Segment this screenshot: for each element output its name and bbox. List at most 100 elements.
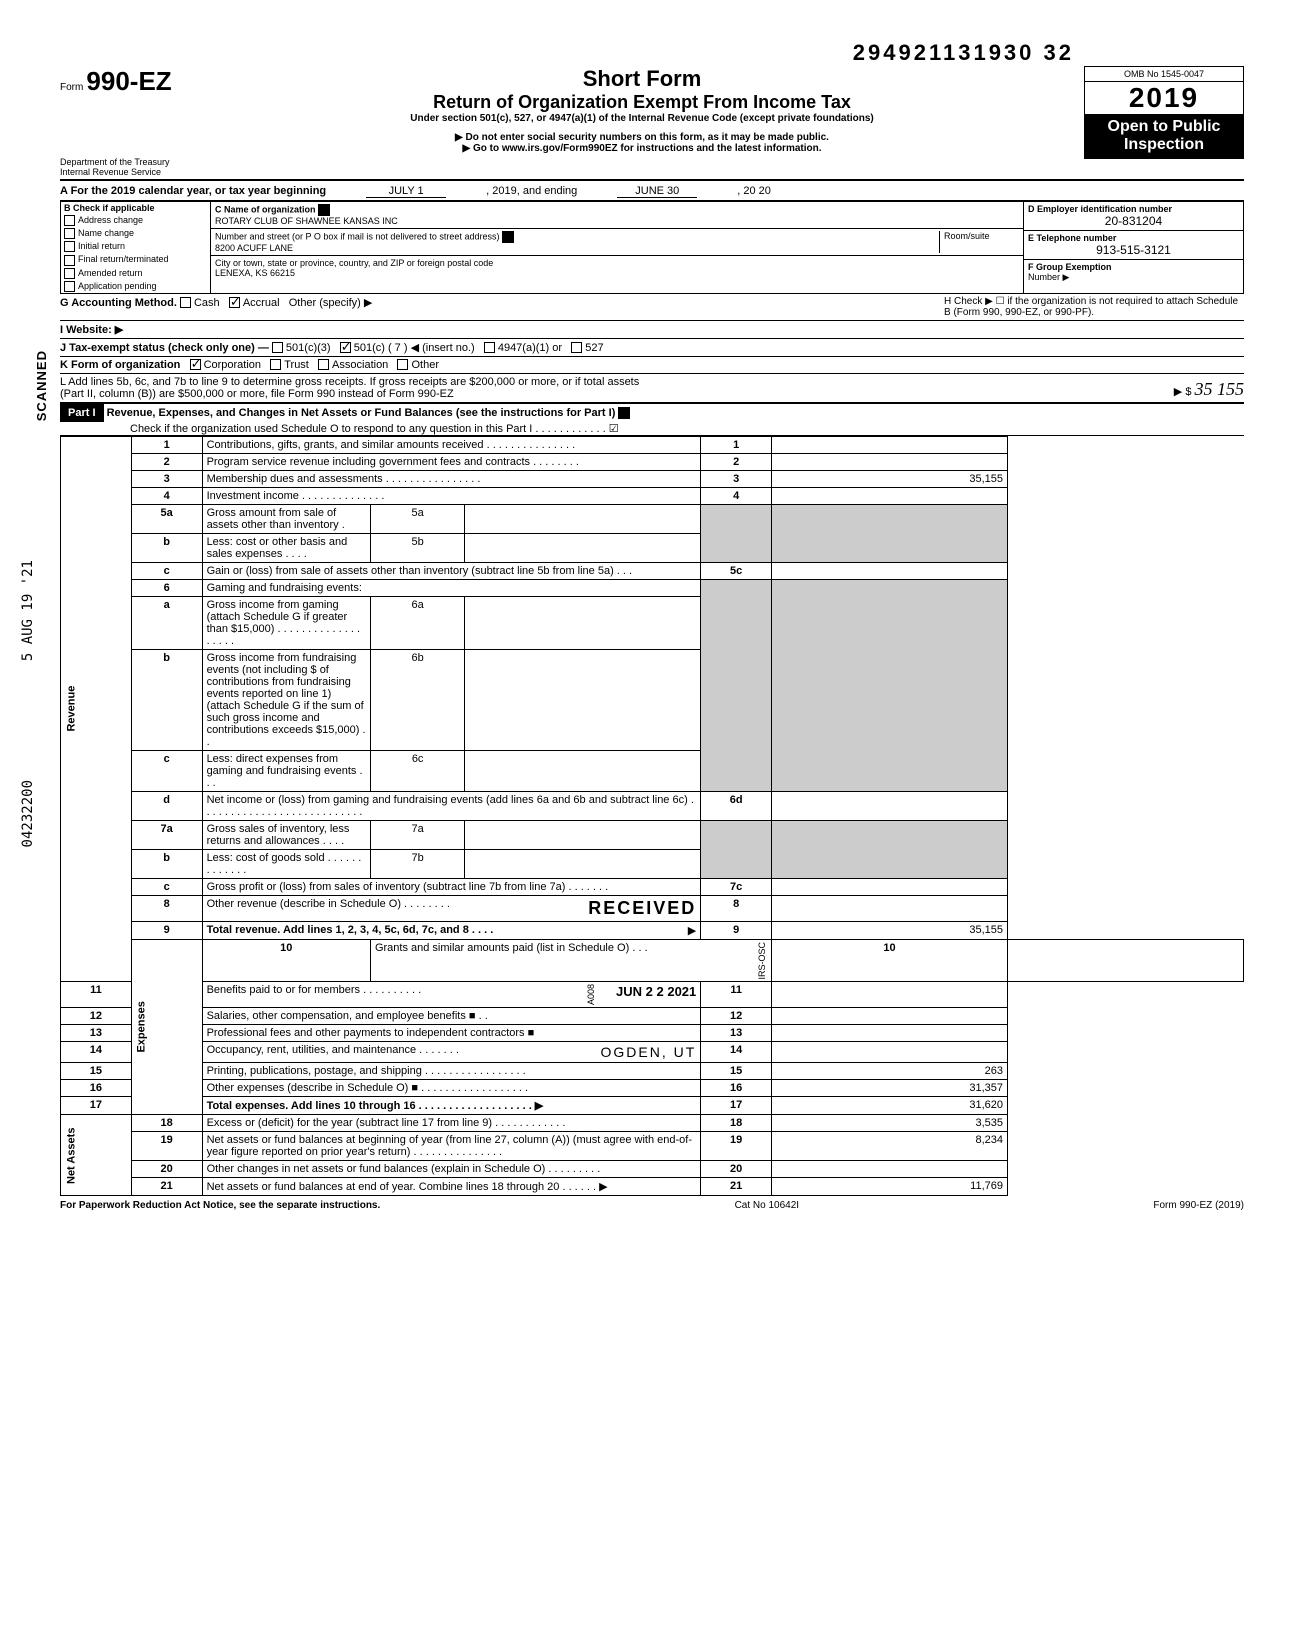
city-value: LENEXA, KS 66215 [215,268,295,278]
check-label-0: Address change [78,215,143,225]
cash-label: Cash [194,297,220,309]
street-address: 8200 ACUFF LANE [215,243,293,253]
l9-n: 9 [131,921,202,939]
l18-n: 18 [131,1115,202,1132]
l5a-d: Gross amount from sale of assets other t… [202,504,370,533]
part1-table: Revenue 1 Contributions, gifts, grants, … [60,436,1244,1197]
part1-header-row: Part I Revenue, Expenses, and Changes in… [60,404,1244,436]
ein-value: 20-831204 [1028,214,1239,228]
l7b-m: 7b [370,849,464,878]
check-cash[interactable] [180,297,191,308]
l11-v [772,982,1008,1008]
redact-box-3 [618,407,630,419]
dept-irs: Internal Revenue Service [60,167,200,177]
l11-d: Benefits paid to or for members . . . . … [207,984,422,996]
check-4947[interactable] [484,342,495,353]
l2-d: Program service revenue including govern… [202,453,701,470]
j-opt3: 4947(a)(1) or [498,342,562,354]
l6b-m: 6b [370,649,464,750]
g-label: G Accounting Method. [60,297,177,309]
l7c-n: c [131,878,202,895]
check-label-4: Amended return [78,268,143,278]
l14-d: Occupancy, rent, utilities, and maintena… [207,1044,459,1056]
l5a-n: 5a [131,504,202,533]
l3-v: 35,155 [772,470,1008,487]
line-a-mid: , 2019, and ending [486,185,577,198]
k-opt3: Association [332,359,388,371]
tax-year-end: JUNE 30 [617,185,697,198]
check-other-org[interactable] [397,359,408,370]
line-a: A For the 2019 calendar year, or tax yea… [60,183,1244,201]
l14-n: 14 [61,1042,132,1063]
l16-v: 31,357 [772,1080,1008,1097]
l1-v [772,436,1008,453]
check-initial-return[interactable] [64,241,75,252]
check-501c3[interactable] [272,342,283,353]
e-label: E Telephone number [1028,233,1116,243]
line-a-text: A For the 2019 calendar year, or tax yea… [60,185,326,198]
l12-l: 12 [701,1008,772,1025]
l21-v: 11,769 [772,1178,1008,1196]
check-527[interactable] [571,342,582,353]
side-stamp-num: 04232200 [20,780,36,847]
check-corporation[interactable] [190,359,201,370]
short-form-title: Short Form [200,66,1084,92]
l6-n: 6 [131,579,202,596]
l7b-n: b [131,849,202,878]
l-text2: (Part II, column (B)) are $500,000 or mo… [60,388,1064,400]
line-a-suffix: , 20 20 [737,185,771,198]
part1-checked: ☑ [609,423,619,435]
check-final-return[interactable] [64,255,75,266]
i-label: I Website: ▶ [60,324,123,336]
line-i-row: I Website: ▶ [60,321,1244,339]
l20-n: 20 [131,1161,202,1178]
l17-n: 17 [61,1097,132,1115]
l7a-n: 7a [131,820,202,849]
d-label: D Employer identification number [1028,204,1172,214]
l6d-d: Net income or (loss) from gaming and fun… [202,791,701,820]
line-j-row: J Tax-exempt status (check only one) — 5… [60,339,1244,357]
dept-treasury: Department of the Treasury [60,157,200,167]
l5c-d: Gain or (loss) from sale of assets other… [202,562,701,579]
k-opt2: Trust [284,359,309,371]
l5b-n: b [131,533,202,562]
check-amended[interactable] [64,268,75,279]
check-trust[interactable] [270,359,281,370]
l7c-v [772,878,1008,895]
l2-n: 2 [131,453,202,470]
l4-n: 4 [131,487,202,504]
check-association[interactable] [318,359,329,370]
vlabel-expenses: Expenses [131,939,202,1115]
c-label: C Name of organization [215,204,316,214]
f-label: F Group Exemption [1028,262,1112,272]
side-scanned: SCANNED [34,350,49,421]
l13-v [772,1025,1008,1042]
j-opt2: 501(c) ( 7 ) ◀ (insert no.) [354,342,475,354]
check-name-change[interactable] [64,228,75,239]
l20-d: Other changes in net assets or fund bala… [202,1161,701,1178]
footer-mid: Cat No 10642I [735,1200,800,1211]
side-stamp-date: 5 AUG 19 '21 [20,560,36,661]
l6b-d: Gross income from fundraising events (no… [202,649,370,750]
b-label: B Check if applicable [61,202,210,214]
check-accrual[interactable] [229,297,240,308]
l13-d: Professional fees and other payments to … [202,1025,701,1042]
redact-box-1 [318,204,330,216]
vlabel-netassets: Net Assets [61,1115,132,1196]
ssn-warning: ▶ Do not enter social security numbers o… [200,132,1084,143]
check-pending[interactable] [64,281,75,292]
l21-l: 21 [701,1178,772,1196]
l6a-n: a [131,596,202,649]
check-address-change[interactable] [64,215,75,226]
part1-label: Part I [60,404,104,422]
l4-v [772,487,1008,504]
l13-n: 13 [61,1025,132,1042]
return-title: Return of Organization Exempt From Incom… [200,92,1084,113]
l1-d: Contributions, gifts, grants, and simila… [202,436,701,453]
l15-n: 15 [61,1063,132,1080]
l15-v: 263 [772,1063,1008,1080]
l6c-d: Less: direct expenses from gaming and fu… [202,750,370,791]
check-501c[interactable] [340,342,351,353]
footer-right: Form 990-EZ (2019) [1153,1200,1244,1211]
l7b-d: Less: cost of goods sold . . . . . . . .… [202,849,370,878]
